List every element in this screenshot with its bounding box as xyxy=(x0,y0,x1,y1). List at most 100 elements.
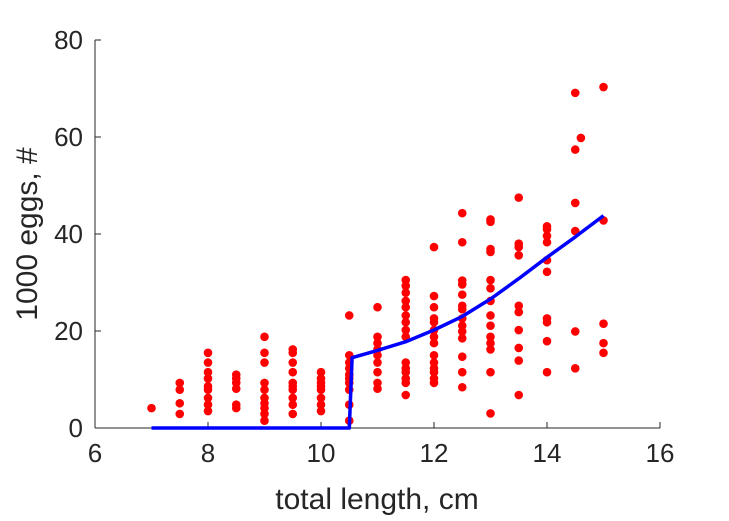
scatter-point xyxy=(401,317,411,327)
scatter-point xyxy=(576,133,586,143)
scatter-point xyxy=(175,409,185,419)
scatter-point xyxy=(457,352,467,362)
scatter-point xyxy=(203,400,213,410)
scatter-point xyxy=(599,338,608,348)
scatter-point xyxy=(203,374,213,383)
scatter-point xyxy=(175,398,185,408)
scatter-point xyxy=(514,239,524,248)
scatter-point xyxy=(288,367,298,377)
scatter-point xyxy=(486,215,495,224)
scatter-point xyxy=(288,409,298,419)
scatter-point xyxy=(486,367,495,377)
scatter-point xyxy=(486,284,495,293)
scatter-point xyxy=(457,321,467,330)
scatter-point xyxy=(260,358,269,367)
scatter-point xyxy=(457,276,467,285)
scatter-point xyxy=(175,385,185,394)
scatter-point xyxy=(260,416,269,426)
scatter-point xyxy=(203,393,213,403)
scatter-point xyxy=(260,393,269,403)
scatter-point xyxy=(457,333,467,343)
scatter-point xyxy=(570,145,580,154)
scatter-point xyxy=(542,237,552,247)
scatter-point xyxy=(316,374,326,383)
scatter-point xyxy=(401,275,411,285)
scatter-point xyxy=(203,348,213,358)
scatter-point xyxy=(514,193,524,202)
scatter-point xyxy=(514,307,524,317)
scatter-point xyxy=(316,393,326,403)
y-ticks: 0 20 40 60 80 xyxy=(54,25,101,443)
scatter-point xyxy=(429,314,439,323)
scatter-point xyxy=(373,358,382,367)
scatter-point xyxy=(401,390,411,400)
scatter-point xyxy=(231,400,241,410)
scatter-point xyxy=(429,302,439,312)
y-tick-label: 80 xyxy=(54,25,83,55)
scatter-point xyxy=(147,403,156,413)
scatter-point xyxy=(316,406,326,416)
scatter-point xyxy=(288,393,298,403)
scatter-point xyxy=(514,301,524,311)
scatter-point xyxy=(203,406,213,416)
scatter-point xyxy=(260,378,269,388)
x-tick-label: 6 xyxy=(88,438,102,468)
scatter-point xyxy=(570,198,580,208)
scatter-point xyxy=(457,382,467,392)
scatter-point xyxy=(316,400,326,410)
x-tick-label: 10 xyxy=(307,438,336,468)
scatter-point xyxy=(457,301,467,311)
scatter-point xyxy=(203,381,213,391)
scatter-point xyxy=(401,302,411,312)
scatter-point xyxy=(373,378,382,388)
scatter-point xyxy=(373,367,382,377)
y-tick-label: 0 xyxy=(69,413,83,443)
scatter-point xyxy=(429,338,439,348)
scatter-point xyxy=(288,378,298,388)
fit-line xyxy=(151,214,605,430)
scatter-point xyxy=(288,400,298,410)
scatter-point xyxy=(260,348,269,358)
scatter-point xyxy=(429,291,439,301)
scatter-point xyxy=(429,242,439,252)
x-tick-label: 16 xyxy=(646,438,675,468)
scatter-point xyxy=(429,350,439,360)
scatter-point xyxy=(457,237,467,247)
scatter-point xyxy=(542,367,552,377)
scatter-point xyxy=(401,325,411,335)
scatter-point xyxy=(486,321,495,330)
scatter-point xyxy=(542,267,552,277)
scatter-point xyxy=(203,367,213,377)
scatter-point xyxy=(316,367,326,377)
scatter-point xyxy=(514,343,524,353)
scatter-point xyxy=(344,311,354,320)
scatter-point xyxy=(542,231,552,241)
scatter-point xyxy=(401,358,411,367)
scatter-point xyxy=(231,370,241,379)
scatter-point xyxy=(429,332,439,342)
y-axis-title: 1000 eggs, # xyxy=(11,147,44,321)
scatter-point xyxy=(486,275,495,285)
x-tick-label: 14 xyxy=(533,438,562,468)
x-tick-label: 12 xyxy=(420,438,449,468)
x-ticks: 6 8 10 12 14 16 xyxy=(88,422,675,468)
scatter-point xyxy=(401,374,411,383)
y-tick-label: 60 xyxy=(54,122,83,152)
scatter-point xyxy=(373,338,382,348)
scatter-point xyxy=(514,325,524,335)
scatter-point xyxy=(288,345,298,354)
scatter-point xyxy=(542,336,552,346)
scatter-point xyxy=(542,221,552,231)
y-tick-label: 40 xyxy=(54,219,83,249)
scatter-point xyxy=(486,338,495,348)
scatter-point xyxy=(514,356,524,365)
scatter-point xyxy=(457,290,467,299)
scatter-point xyxy=(570,327,580,336)
scatter-point xyxy=(542,314,552,323)
x-axis-title: total length, cm xyxy=(275,483,478,516)
scatter-point xyxy=(599,348,608,358)
scatter-point xyxy=(401,311,411,320)
scatter-point xyxy=(457,367,467,377)
scatter-point xyxy=(429,358,439,367)
